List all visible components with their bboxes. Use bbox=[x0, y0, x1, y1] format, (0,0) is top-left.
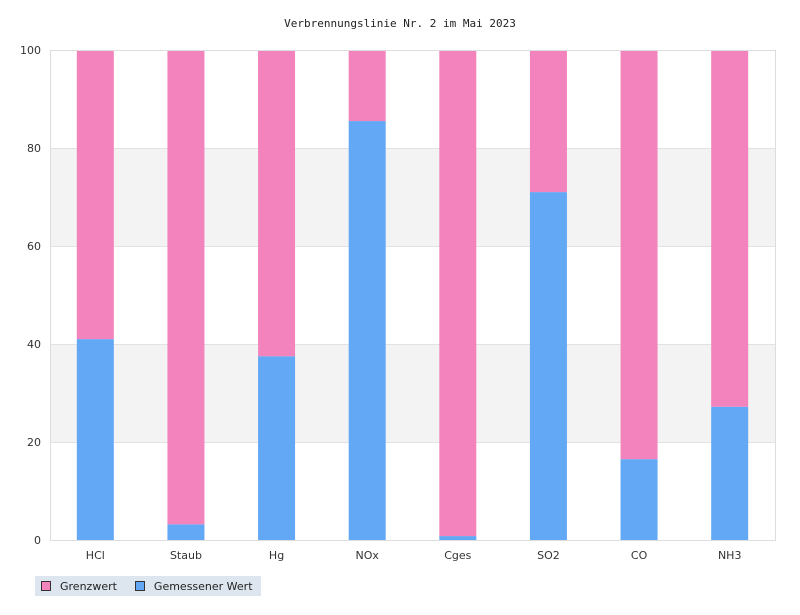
grid-band bbox=[50, 148, 775, 246]
bars bbox=[76, 50, 749, 541]
plot-frame bbox=[50, 50, 776, 541]
x-tick-label: NOx bbox=[355, 549, 379, 562]
bar-grenzwert-hg bbox=[258, 50, 296, 357]
grid-band bbox=[50, 344, 775, 442]
y-tick-label: 80 bbox=[27, 142, 41, 155]
bar-grenzwert-nox bbox=[348, 50, 386, 122]
legend-swatch-grenzwert bbox=[41, 581, 51, 591]
bar-gemessener-wert-staub bbox=[167, 524, 205, 540]
legend-item-gemessener-wert: Gemessener Wert bbox=[134, 579, 253, 593]
y-tick-label: 40 bbox=[27, 338, 41, 351]
bar-gemessener-wert-so2 bbox=[529, 192, 567, 540]
legend-label-grenzwert: Grenzwert bbox=[60, 579, 117, 593]
x-tick-label: Staub bbox=[170, 549, 202, 562]
legend-item-grenzwert: Grenzwert bbox=[41, 580, 117, 593]
x-tick-label: HCl bbox=[86, 549, 105, 562]
y-tick-label: 0 bbox=[34, 534, 41, 547]
y-tick-label: 60 bbox=[27, 240, 41, 253]
x-tick-label: CO bbox=[631, 549, 648, 562]
bar-grenzwert-co bbox=[620, 50, 658, 460]
x-tick-label: Cges bbox=[444, 549, 471, 562]
x-tick-label: NH3 bbox=[718, 549, 742, 562]
bar-grenzwert-cges bbox=[439, 50, 477, 537]
bar-grenzwert-nh3 bbox=[711, 50, 749, 407]
bar-gemessener-wert-hg bbox=[258, 356, 296, 540]
bar-grenzwert-hcl bbox=[76, 50, 114, 340]
bar-gemessener-wert-nox bbox=[348, 121, 386, 541]
y-axis-ticks: 0 20 40 60 80 100 bbox=[20, 44, 41, 547]
legend: Grenzwert Gemessener Wert bbox=[35, 576, 261, 596]
grid-bands bbox=[50, 148, 775, 443]
chart-title: Verbrennungslinie Nr. 2 im Mai 2023 bbox=[284, 17, 516, 30]
y-tick-label: 20 bbox=[27, 436, 41, 449]
bar-gemessener-wert-cges bbox=[439, 536, 477, 540]
legend-swatch-gemessener-wert bbox=[134, 581, 145, 591]
bar-gemessener-wert-co bbox=[620, 459, 658, 540]
bar-gemessener-wert-hcl bbox=[76, 339, 114, 540]
x-axis-ticks: HCl Staub Hg NOx Cges SO2 CO NH3 bbox=[86, 549, 742, 562]
legend-label-gemessener-wert: Gemessener Wert bbox=[153, 579, 253, 593]
bar-grenzwert-staub bbox=[167, 50, 205, 525]
y-tick-label: 100 bbox=[20, 44, 41, 57]
bar-grenzwert-so2 bbox=[529, 50, 567, 193]
x-tick-label: Hg bbox=[269, 549, 284, 562]
x-tick-label: SO2 bbox=[537, 549, 560, 562]
bar-gemessener-wert-nh3 bbox=[711, 406, 749, 540]
